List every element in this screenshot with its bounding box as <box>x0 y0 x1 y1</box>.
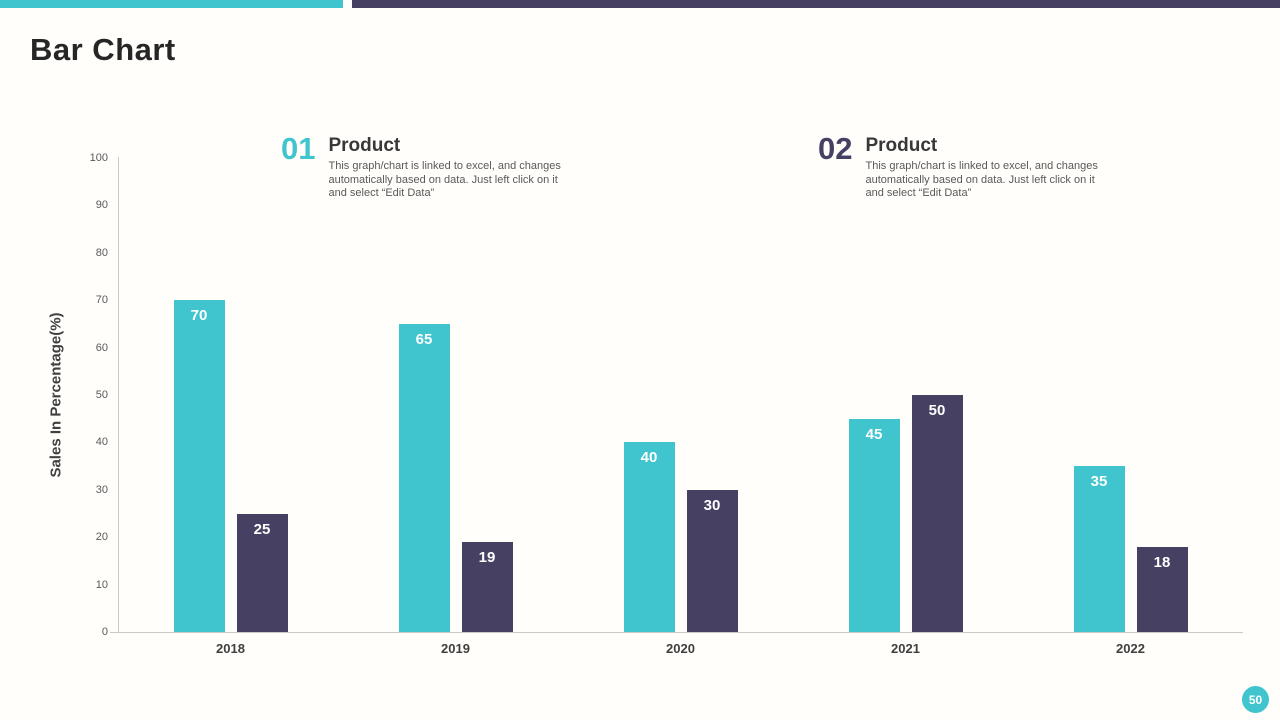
bar-value-label: 65 <box>415 330 433 348</box>
x-category-label: 2019 <box>441 641 470 656</box>
x-category-label: 2022 <box>1116 641 1145 656</box>
bar-2020-series-2[interactable]: 30 <box>686 489 738 632</box>
top-accent-teal-bar <box>0 0 343 8</box>
bar-2018-series-2[interactable]: 25 <box>236 513 288 632</box>
callout-02-number: 02 <box>818 131 853 166</box>
y-tick-label: 0 <box>101 626 108 638</box>
bar-2018-series-1[interactable]: 70 <box>173 300 225 632</box>
callout-02-description: This graph/chart is linked to excel, and… <box>865 160 1098 199</box>
x-axis-line <box>110 632 1243 633</box>
callout-product-01: 01 Product This graph/chart is linked to… <box>281 133 564 201</box>
y-tick-label: 40 <box>95 436 108 449</box>
bar-value-label: 18 <box>1153 553 1171 571</box>
y-tick-label: 60 <box>95 341 108 354</box>
callout-01-number: 01 <box>281 131 316 166</box>
callout-01-description: This graph/chart is linked to excel, and… <box>328 160 561 199</box>
y-tick-label: 90 <box>95 199 108 212</box>
top-accent-navy-bar <box>352 0 1280 8</box>
y-tick-label: 80 <box>95 246 108 259</box>
bar-2022-series-2[interactable]: 18 <box>1136 546 1188 632</box>
bar-value-label: 25 <box>253 520 271 538</box>
callout-product-02: 02 Product This graph/chart is linked to… <box>818 133 1101 201</box>
bar-2019-series-2[interactable]: 19 <box>461 541 513 632</box>
bar-2019-series-1[interactable]: 65 <box>398 323 450 632</box>
y-tick-label: 10 <box>95 578 108 591</box>
bar-2020-series-1[interactable]: 40 <box>623 442 675 632</box>
bar-2021-series-1[interactable]: 45 <box>848 418 900 632</box>
y-axis-line <box>118 157 119 633</box>
bar-value-label: 30 <box>703 496 721 514</box>
bar-value-label: 40 <box>640 449 658 467</box>
callout-01-heading: Product <box>328 135 401 156</box>
page-title: Bar Chart <box>30 32 176 67</box>
x-category-label: 2020 <box>666 641 695 656</box>
x-category-label: 2021 <box>891 641 920 656</box>
x-category-label: 2018 <box>216 641 245 656</box>
bar-2021-series-2[interactable]: 50 <box>911 395 963 632</box>
y-tick-label: 30 <box>95 483 108 496</box>
page-number-badge: 50 <box>1242 686 1269 713</box>
y-tick-label: 20 <box>95 531 108 544</box>
y-tick-label: 50 <box>95 389 108 401</box>
y-axis-title: Sales In Percentage(%) <box>47 312 65 478</box>
callout-02-heading: Product <box>865 135 938 156</box>
bar-value-label: 50 <box>928 402 946 419</box>
y-tick-label: 70 <box>95 294 108 307</box>
bar-value-label: 70 <box>190 307 208 325</box>
bar-value-label: 45 <box>865 425 883 443</box>
bar-value-label: 19 <box>478 548 496 566</box>
bar-value-label: 35 <box>1090 473 1108 491</box>
y-tick-label: 100 <box>89 152 108 164</box>
bar-2022-series-1[interactable]: 35 <box>1073 466 1125 632</box>
